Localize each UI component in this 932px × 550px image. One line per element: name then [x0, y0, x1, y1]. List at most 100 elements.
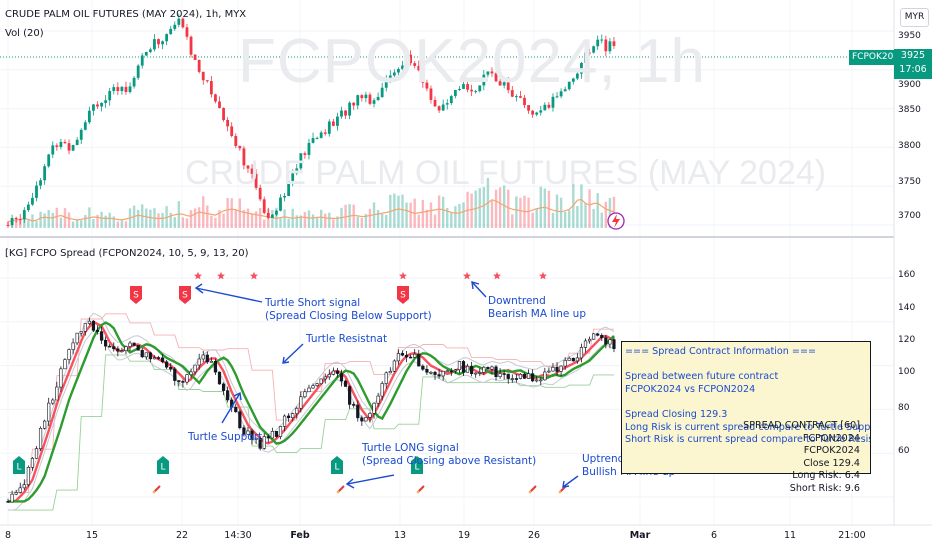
volume-bar: [336, 216, 339, 228]
price-candle: [307, 142, 311, 155]
bullish-rocket-marker: [416, 485, 425, 494]
price-candle: [18, 219, 22, 221]
price-tick: 3800: [898, 141, 921, 151]
price-candle: [575, 73, 579, 79]
time-axis-label: 14:30: [224, 530, 252, 541]
spread-candle: [384, 372, 388, 384]
volume-bar: [596, 193, 599, 228]
current-price-box: 3925 17:06: [894, 49, 932, 79]
bearish-star-marker: [217, 271, 225, 280]
spread-candle: [213, 360, 218, 373]
price-candle: [445, 103, 449, 105]
price-candle: [506, 82, 510, 91]
price-candle: [527, 105, 530, 111]
price-candle: [39, 180, 42, 186]
spread-candle: [258, 437, 262, 449]
volume-bar: [482, 187, 486, 228]
spread-candle: [116, 348, 120, 352]
price-candle: [140, 55, 144, 66]
spread-candle: [34, 448, 39, 459]
volume-bar: [478, 188, 481, 228]
price-candle: [413, 63, 417, 66]
turtle-resistance-line: [8, 313, 614, 494]
spread-candle: [30, 457, 35, 468]
volume-legend[interactable]: Vol (20): [5, 28, 44, 39]
bearish-star-marker: [399, 271, 407, 280]
spread-candle: [22, 484, 26, 489]
time-axis-label: 22: [175, 530, 189, 541]
spread-candle: [173, 368, 177, 381]
volume-bar: [409, 202, 412, 228]
price-candle: [63, 141, 67, 144]
price-scale-area[interactable]: [894, 0, 932, 550]
volume-bar: [185, 218, 189, 228]
spread-candle: [364, 417, 368, 422]
currency-button[interactable]: MYR: [900, 8, 929, 27]
spread-candle: [278, 426, 283, 437]
time-axis-label: 26: [527, 530, 541, 541]
spread-candle: [425, 369, 429, 373]
spread-candle: [262, 436, 266, 449]
spread-candle: [457, 361, 462, 371]
volume-bar: [173, 217, 176, 228]
volume-bar: [425, 209, 429, 228]
price-candle: [189, 36, 193, 55]
spread-candle: [266, 436, 270, 439]
spread-candle: [421, 365, 425, 370]
spread-candle: [400, 353, 405, 356]
volume-bar: [55, 207, 59, 228]
long-signal-badge-label: L: [334, 463, 339, 473]
indicator-legend[interactable]: [KG] FCPO Spread (FCPON2024, 10, 5, 9, 1…: [5, 248, 249, 259]
price-candle: [238, 146, 242, 149]
price-candle: [87, 110, 91, 123]
spread-candle: [323, 376, 327, 380]
chart-title[interactable]: CRUDE PALM OIL FUTURES (MAY 2024), 1h, M…: [5, 9, 247, 20]
volume-bar: [149, 209, 152, 228]
spread-candle: [368, 413, 372, 418]
spread-tick: 60: [898, 446, 910, 456]
annotation-downtrend: Downtrend Bearish MA line up: [488, 295, 586, 320]
price-tick: 3850: [898, 105, 921, 115]
time-axis-label: 11: [783, 530, 797, 541]
price-candle: [441, 104, 445, 111]
long-signal-badge: L: [411, 456, 423, 474]
spread-candle: [429, 371, 433, 374]
price-candle: [47, 154, 51, 167]
time-axis-label: 19: [457, 530, 471, 541]
spread-candle: [226, 390, 230, 401]
price-candle: [128, 86, 132, 92]
price-candle: [75, 139, 79, 145]
spread-candle: [579, 347, 584, 359]
lightning-icon[interactable]: [607, 212, 625, 230]
spread-candle: [388, 371, 392, 374]
spread-candle: [95, 330, 100, 332]
volume-bar: [580, 184, 583, 228]
volume-bar: [441, 196, 445, 228]
spread-candle: [335, 370, 340, 374]
price-candle: [201, 71, 205, 81]
price-candle: [226, 119, 230, 127]
volume-bar: [454, 206, 457, 228]
price-candle: [279, 197, 282, 211]
spread-candle: [185, 374, 189, 383]
volume-bar: [279, 217, 282, 228]
annotation-turtle-support: Turtle Support: [188, 431, 263, 443]
volume-bar: [39, 211, 42, 228]
band-lower-line: [8, 330, 615, 511]
price-candle: [352, 102, 356, 106]
spread-table-row: FCPON2024: [802, 432, 860, 444]
volume-bar: [507, 189, 510, 228]
price-candle: [92, 104, 95, 111]
price-candle: [604, 39, 608, 52]
price-candle: [384, 79, 388, 88]
volume-bar: [108, 212, 111, 228]
spread-candle: [307, 387, 311, 393]
spread-candle: [510, 378, 514, 380]
price-candle: [376, 97, 380, 101]
spread-candle: [18, 487, 22, 493]
volume-bar: [324, 213, 327, 228]
spread-candle: [571, 357, 575, 362]
spread-candle: [221, 383, 226, 391]
price-candle: [523, 97, 526, 106]
price-candle: [600, 39, 604, 41]
